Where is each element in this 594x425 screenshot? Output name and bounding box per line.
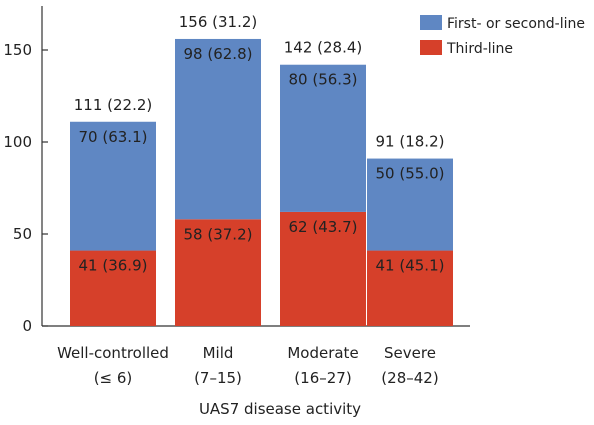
chart-axes: 0 50 100 150 Well-controlled (≤ 6) Mild (7–15) M…	[3, 6, 470, 387]
data-label-third-line: 62 (43.7)	[289, 218, 358, 236]
y-tick-label: 50	[13, 225, 32, 243]
y-tick-label: 150	[3, 41, 32, 59]
data-label-third-line: 41 (45.1)	[376, 257, 445, 275]
bar-third-line	[367, 250, 453, 326]
bar-third-line	[175, 219, 261, 326]
bar-first-second-line	[70, 121, 156, 251]
chart-legend: First- or second-line Third-line	[420, 15, 585, 57]
legend-swatch	[420, 15, 442, 30]
legend-label: Third-line	[446, 41, 513, 57]
total-label: 142 (28.4)	[284, 39, 363, 57]
data-label-first-second-line: 80 (56.3)	[289, 71, 358, 89]
x-category-label: Severe	[384, 344, 436, 362]
data-label-third-line: 41 (36.9)	[79, 257, 148, 275]
chart-bars	[70, 38, 453, 326]
x-category-sublabel: (7–15)	[194, 369, 242, 387]
bar-third-line	[280, 211, 366, 326]
data-label-first-second-line: 70 (63.1)	[79, 128, 148, 146]
legend-swatch	[420, 40, 442, 55]
chart-labels: 41 (36.9) 70 (63.1) 111 (22.2) 58 (37.2) 98 …	[74, 13, 445, 275]
bar-first-second-line	[280, 64, 366, 212]
y-tick-label: 0	[22, 317, 32, 335]
data-label-third-line: 58 (37.2)	[184, 225, 253, 243]
data-label-first-second-line: 98 (62.8)	[184, 45, 253, 63]
x-category-sublabel: (≤ 6)	[94, 369, 133, 387]
bar-first-second-line	[367, 158, 453, 251]
y-tick-label: 100	[3, 133, 32, 151]
total-label: 156 (31.2)	[179, 13, 258, 31]
total-label: 91 (18.2)	[376, 133, 445, 151]
bar-first-second-line	[175, 38, 261, 220]
x-axis-title: UAS7 disease activity	[199, 400, 361, 418]
data-label-first-second-line: 50 (55.0)	[376, 165, 445, 183]
bar-third-line	[70, 250, 156, 326]
x-category-label: Moderate	[287, 344, 358, 362]
x-category-sublabel: (16–27)	[294, 369, 351, 387]
x-category-sublabel: (28–42)	[381, 369, 438, 387]
x-category-label: Well-controlled	[57, 344, 169, 362]
x-category-label: Mild	[203, 344, 234, 362]
legend-label: First- or second-line	[447, 16, 585, 32]
total-label: 111 (22.2)	[74, 96, 153, 114]
